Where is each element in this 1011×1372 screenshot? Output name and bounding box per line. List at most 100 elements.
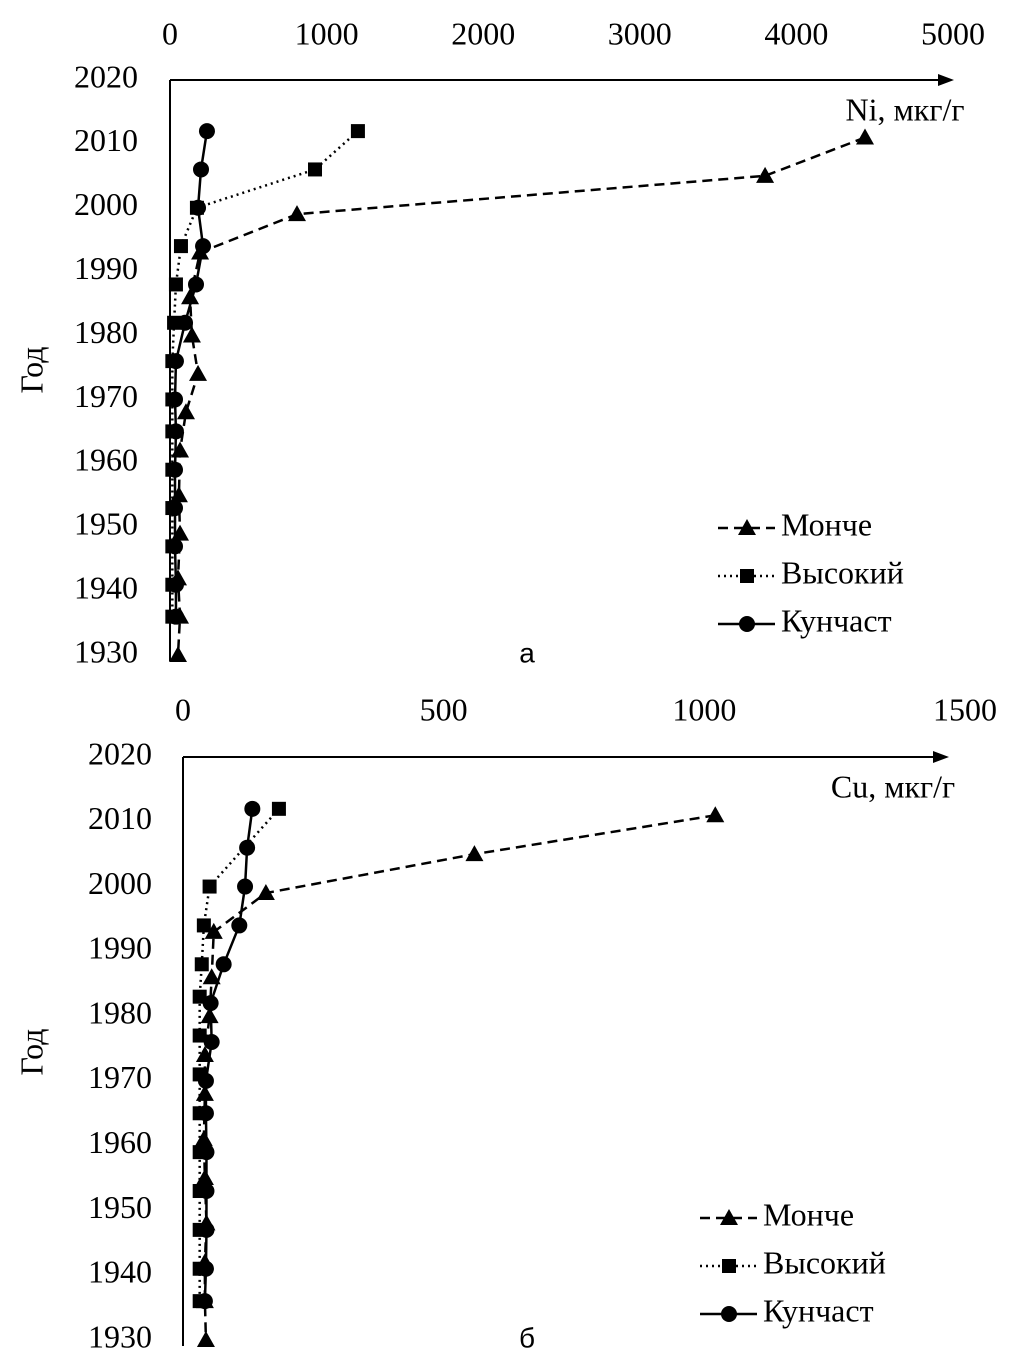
legend-label: Высокий [781, 554, 904, 590]
x-tick-label: 1000 [295, 15, 359, 51]
marker-circle [167, 423, 184, 440]
y-tick-label: 1930 [74, 633, 138, 669]
y-tick-label: 1930 [88, 1318, 152, 1354]
marker-circle [231, 917, 248, 934]
marker-triangle [202, 968, 221, 985]
marker-triangle [756, 166, 775, 183]
marker-circle [203, 1034, 220, 1051]
marker-circle [198, 123, 215, 140]
y-tick-label: 1940 [88, 1254, 152, 1290]
x-tick-label: 5000 [921, 15, 985, 51]
marker-circle [177, 314, 194, 331]
marker-square [192, 989, 207, 1004]
x-axis-label: Cu, мкг/г [831, 768, 955, 804]
marker-circle [215, 956, 232, 973]
marker-circle [198, 1221, 215, 1238]
marker-circle [167, 391, 184, 408]
x-tick-label: 1000 [672, 691, 736, 727]
y-tick-label: 2000 [88, 865, 152, 901]
marker-triangle [171, 524, 190, 541]
y-tick-label: 1990 [88, 930, 152, 966]
marker-triangle [196, 1331, 215, 1347]
x-tick-label: 500 [420, 691, 468, 727]
series-line [176, 136, 866, 656]
y-tick-label: 1950 [88, 1189, 152, 1225]
marker-triangle [256, 884, 275, 901]
marker-circle [244, 800, 261, 817]
marker-circle [167, 538, 184, 555]
marker-triangle [189, 364, 208, 381]
y-tick-label: 2000 [74, 186, 138, 222]
marker-circle [195, 238, 212, 255]
marker-triangle [168, 646, 187, 662]
legend-label: Кунчаст [763, 1292, 874, 1328]
marker-triangle [171, 441, 190, 458]
y-tick-label: 1970 [74, 378, 138, 414]
marker-triangle [176, 403, 195, 420]
y-axis-label: Год [13, 1028, 49, 1075]
marker-circle [190, 199, 207, 216]
y-tick-label: 1960 [88, 1124, 152, 1160]
marker-square [271, 801, 286, 816]
x-tick-label: 1500 [933, 691, 997, 727]
marker-circle [198, 1183, 215, 1200]
y-tick-label: 2020 [74, 58, 138, 94]
marker-triangle [182, 326, 201, 343]
marker-square [192, 1028, 207, 1043]
marker-circle [167, 353, 184, 370]
marker-circle [167, 500, 184, 517]
y-tick-label: 1940 [74, 569, 138, 605]
marker-circle [167, 576, 184, 593]
marker-triangle [855, 128, 874, 145]
marker-triangle [706, 806, 725, 823]
marker-square [194, 957, 209, 972]
y-tick-label: 1970 [88, 1059, 152, 1095]
y-tick-label: 1950 [74, 506, 138, 542]
marker-triangle [204, 922, 223, 939]
marker-square [740, 569, 754, 583]
x-tick-label: 3000 [608, 15, 672, 51]
x-tick-label: 2000 [451, 15, 515, 51]
x-tick-label: 4000 [764, 15, 828, 51]
y-tick-label: 1960 [74, 442, 138, 478]
marker-circle [198, 1144, 215, 1161]
marker-triangle [181, 288, 200, 305]
marker-square [202, 879, 217, 894]
marker-circle [167, 608, 184, 625]
series-line [202, 814, 716, 1341]
marker-circle [739, 616, 755, 632]
y-tick-label: 2010 [88, 800, 152, 836]
marker-triangle [720, 1209, 738, 1225]
legend-label: Высокий [763, 1244, 886, 1280]
x-axis-arrow [938, 74, 954, 86]
x-axis-label: Ni, мкг/г [846, 91, 965, 127]
marker-triangle [169, 486, 188, 503]
y-tick-label: 1990 [74, 250, 138, 286]
marker-triangle [288, 205, 307, 222]
marker-circle [167, 461, 184, 478]
panel-annotation: б [519, 1322, 535, 1353]
legend-label: Монче [781, 506, 872, 542]
y-tick-label: 2020 [88, 735, 152, 771]
x-axis-arrow [933, 751, 949, 763]
panel: 0 1000 2000 3000 4000 5000 1930 1940 1950 1960 197… [13, 15, 985, 669]
marker-square [722, 1259, 736, 1273]
marker-triangle [200, 1007, 219, 1024]
marker-circle [197, 1105, 214, 1122]
marker-circle [237, 878, 254, 895]
x-tick-label: 0 [175, 691, 191, 727]
y-tick-label: 1980 [88, 994, 152, 1030]
marker-circle [202, 995, 219, 1012]
marker-square [173, 239, 188, 254]
y-tick-label: 2010 [74, 122, 138, 158]
marker-square [196, 918, 211, 933]
marker-circle [197, 1260, 214, 1277]
marker-square [167, 315, 182, 330]
y-axis-label: Год [13, 346, 49, 393]
marker-square [168, 277, 183, 292]
marker-triangle [465, 845, 484, 862]
marker-triangle [195, 1169, 214, 1186]
marker-circle [193, 161, 210, 178]
x-tick-label: 0 [162, 15, 178, 51]
